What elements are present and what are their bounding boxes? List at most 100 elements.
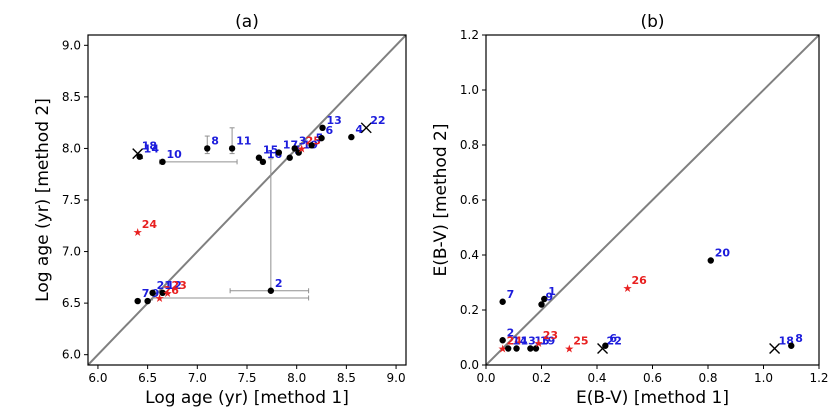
- data-point-24: ★: [498, 343, 508, 356]
- x-tick-label: 0.2: [532, 371, 551, 385]
- data-point-7: [134, 297, 141, 305]
- panel-a: (a) 6.0 6.5 7.0 7.5 8.0 8.5 9.0 6.0 6.5 7.0 7.5 8.0 8…: [33, 12, 407, 408]
- data-point-9: [144, 297, 151, 305]
- data-label-8: 8: [795, 332, 803, 345]
- data-point-21: [149, 289, 156, 297]
- y-tick-label: 7.5: [62, 193, 81, 207]
- data-label-26: 26: [632, 274, 648, 287]
- data-label-6: 6: [326, 124, 334, 137]
- data-point-19: [295, 149, 302, 156]
- x-tick-label: 8.5: [337, 371, 356, 385]
- data-point-18-x-b: [769, 343, 781, 354]
- data-point-1: [541, 295, 548, 303]
- data-label-8: 8: [211, 134, 219, 147]
- data-label-19: 19: [540, 335, 555, 348]
- y-tick-label: 0.8: [460, 138, 479, 152]
- data-point-16: [259, 158, 267, 166]
- data-point-3: [291, 145, 298, 152]
- identity-line: [486, 35, 819, 365]
- data-label-2: 2: [507, 326, 515, 339]
- data-point-2: [499, 337, 506, 344]
- data-point-7: [499, 298, 506, 305]
- x-axis-label: E(B-V) [method 1]: [576, 388, 729, 408]
- data-point-17: [275, 149, 282, 156]
- plot-frame: [87, 34, 407, 366]
- data-point-6: [318, 134, 325, 142]
- data-label-14: 14: [144, 143, 160, 156]
- data-point-24: ★: [133, 226, 143, 239]
- x-tick-label: 0.0: [476, 371, 495, 385]
- data-point-20: [707, 257, 714, 264]
- data-point-22-x-b: [360, 122, 372, 134]
- identity-line: [88, 35, 406, 365]
- panel-title: (a): [235, 12, 259, 32]
- data-point-4: [348, 133, 355, 141]
- data-label-10: 10: [167, 148, 183, 161]
- x-tick-label: 6.0: [88, 371, 107, 385]
- data-label-13: 13: [521, 335, 536, 348]
- data-point-8: [788, 342, 795, 349]
- x-tick-label: 1.2: [809, 371, 828, 385]
- data-point-26: ★: [155, 292, 165, 305]
- data-label-7: 7: [142, 287, 150, 300]
- y-tick-label: 1.0: [460, 83, 479, 97]
- data-label-12: 12: [167, 279, 182, 292]
- data-label-26: 26: [164, 284, 180, 297]
- y-tick-label: 6.5: [62, 296, 81, 310]
- x-tick-label: 9.0: [387, 371, 406, 385]
- data-label-3: 3: [299, 134, 307, 147]
- data-label-24: 24: [142, 218, 158, 231]
- data-point-10: [159, 158, 166, 166]
- data-point-15: [527, 345, 534, 352]
- data-label-22: 22: [370, 114, 385, 127]
- x-tick-label: 7.5: [237, 371, 256, 385]
- data-label-11: 11: [236, 134, 251, 147]
- data-point-25: ★: [564, 343, 574, 356]
- data-label-24: 24: [507, 335, 523, 348]
- y-axis-label: E(B-V) [method 2]: [431, 124, 451, 277]
- x-axis-label: Log age (yr) [method 1]: [145, 388, 349, 408]
- y-tick-label: 0.4: [460, 248, 479, 262]
- data-label-23: 23: [543, 329, 558, 342]
- data-point-8: [204, 145, 211, 152]
- data-point-23: ★: [534, 337, 544, 350]
- data-point-11: [228, 145, 236, 152]
- data-label-18: 18: [142, 140, 157, 153]
- x-tick-label: 0.6: [643, 371, 662, 385]
- data-point-14: [136, 153, 143, 160]
- y-tick-label: 0.6: [460, 193, 479, 207]
- x-tick-label: 0.4: [587, 371, 606, 385]
- data-point-19: [532, 345, 540, 352]
- data-point-1: [286, 154, 293, 161]
- panel-title: (b): [640, 12, 664, 32]
- data-label-25: 25: [573, 335, 588, 348]
- y-tick-label: 6.0: [62, 348, 81, 362]
- data-label-2: 2: [275, 277, 283, 290]
- data-label-13: 13: [327, 114, 342, 127]
- x-tick-label: 8.0: [287, 371, 306, 385]
- data-label-4: 4: [355, 123, 363, 136]
- panel-b: (b) 0.0 0.2 0.4 0.6 0.8 1.0 1.2 0.0 0.2 0.4 0.6 0.8 1…: [431, 12, 829, 408]
- data-point-23: ★: [163, 287, 173, 300]
- y-tick-label: 7.0: [62, 245, 81, 259]
- data-label-22: 22: [607, 335, 622, 348]
- y-tick-label: 0.0: [460, 358, 479, 372]
- x-tick-label: 1.0: [754, 371, 773, 385]
- y-tick-label: 8.0: [62, 141, 81, 155]
- data-point-18-x-b: [132, 148, 144, 160]
- y-tick-label: 8.5: [62, 90, 81, 104]
- data-point-13: [513, 345, 520, 352]
- data-point-12: [159, 289, 166, 297]
- data-label-15: 15: [263, 144, 278, 157]
- data-label-7: 7: [507, 288, 515, 301]
- y-tick-label: 9.0: [62, 38, 81, 52]
- y-axis-label: Log age (yr) [method 2]: [33, 98, 53, 302]
- data-point-9: [538, 301, 545, 308]
- data-point-15: [255, 154, 263, 161]
- data-label-20: 20: [715, 247, 731, 260]
- y-tick-label: 0.2: [460, 303, 479, 317]
- data-label-1: 1: [548, 285, 556, 298]
- data-point-13: [319, 124, 326, 132]
- plot-frame: [485, 34, 820, 366]
